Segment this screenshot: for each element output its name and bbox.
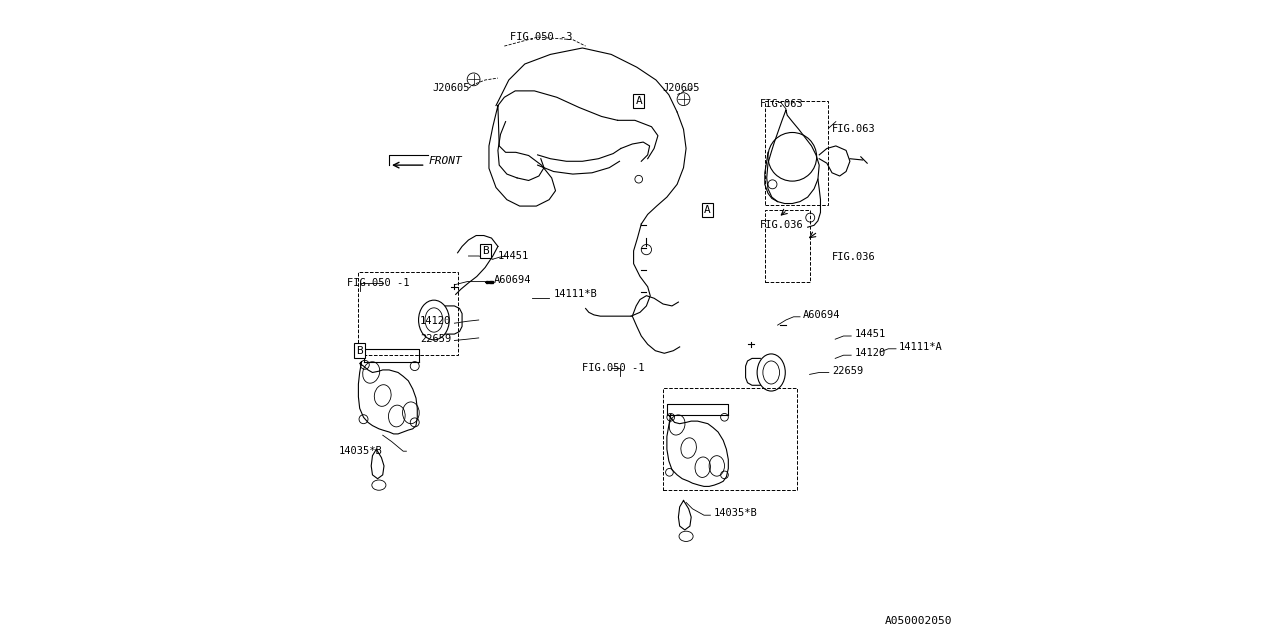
Text: FIG.063: FIG.063 (760, 99, 804, 109)
Text: 14035*B: 14035*B (714, 508, 758, 518)
Bar (765, 101, 828, 205)
Text: A050002050: A050002050 (884, 616, 952, 626)
Text: FIG.050 -1: FIG.050 -1 (582, 363, 645, 373)
Text: FIG.050 -1: FIG.050 -1 (347, 278, 410, 288)
Text: J20605: J20605 (433, 83, 470, 93)
Text: FIG.036: FIG.036 (760, 220, 804, 230)
Text: 22659: 22659 (420, 334, 452, 344)
Text: FIG.036: FIG.036 (832, 252, 876, 262)
Text: FRONT: FRONT (429, 156, 462, 166)
Text: 14120: 14120 (420, 316, 452, 326)
Text: 14451: 14451 (855, 329, 886, 339)
Bar (358, 272, 458, 355)
Text: FIG.050 -3: FIG.050 -3 (509, 32, 572, 42)
Text: 22659: 22659 (832, 366, 863, 376)
Bar (663, 388, 797, 490)
Text: J20605: J20605 (663, 83, 700, 93)
Text: FIG.063: FIG.063 (832, 124, 876, 134)
Text: A60694: A60694 (804, 310, 841, 320)
Text: 14120: 14120 (855, 348, 886, 358)
Bar (765, 210, 810, 282)
Text: 14035*B: 14035*B (339, 446, 383, 456)
Text: A60694: A60694 (494, 275, 531, 285)
Text: A: A (635, 96, 643, 106)
Text: 14111*B: 14111*B (554, 289, 598, 300)
Text: 14451: 14451 (498, 251, 529, 261)
Text: A: A (704, 205, 710, 215)
Text: B: B (356, 346, 364, 356)
Text: B: B (481, 246, 489, 256)
Text: 14111*A: 14111*A (900, 342, 943, 352)
